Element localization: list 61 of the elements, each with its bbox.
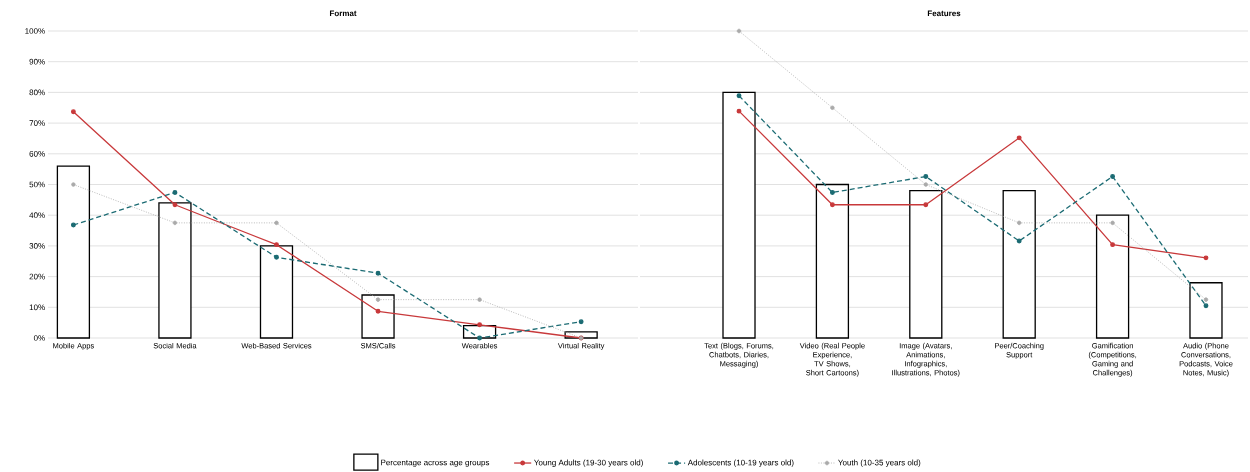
- y-tick-label: 60%: [29, 150, 45, 157]
- point: [477, 322, 483, 328]
- point: [1203, 297, 1209, 302]
- point: [1016, 135, 1022, 141]
- y-tick-label: 80%: [29, 89, 45, 96]
- point: [70, 222, 76, 228]
- legend-label: Adolescents (10-19 years old): [687, 459, 794, 467]
- point: [829, 202, 835, 208]
- point: [1110, 220, 1115, 226]
- bar: [909, 189, 943, 339]
- point: [923, 174, 929, 179]
- legend-label: Young Adults (19-30 years old): [534, 459, 643, 467]
- point: [1203, 303, 1209, 309]
- point: [477, 335, 483, 341]
- point: [274, 242, 279, 248]
- point: [1203, 255, 1209, 261]
- point: [736, 28, 742, 34]
- bar: [1189, 282, 1223, 339]
- y-tick-label: 20%: [29, 273, 45, 280]
- y-tick-label: 100%: [25, 28, 45, 34]
- point: [736, 108, 742, 114]
- point: [923, 182, 928, 187]
- point: [923, 202, 929, 208]
- point: [1016, 220, 1022, 226]
- legend-label: Percentage across age groups: [381, 459, 490, 467]
- bar: [1095, 214, 1130, 339]
- point: [71, 182, 76, 187]
- point: [1016, 238, 1022, 244]
- point: [274, 254, 279, 260]
- chart-title: Features: [927, 10, 961, 17]
- bar: [158, 202, 192, 339]
- y-tick-label: 50%: [29, 181, 45, 188]
- bar: [259, 245, 294, 339]
- bar: [1002, 189, 1036, 339]
- legend-label: Youth (10-35 years old): [838, 459, 921, 467]
- point: [375, 308, 381, 314]
- y-tick-label: 30%: [29, 243, 45, 249]
- y-tick-label: 70%: [29, 120, 45, 126]
- point: [830, 105, 835, 110]
- point: [274, 220, 279, 226]
- y-tick-label: 0%: [33, 335, 45, 341]
- point: [1110, 242, 1116, 248]
- chart-title: Format: [329, 10, 357, 17]
- bar: [361, 294, 395, 339]
- point: [736, 93, 742, 99]
- point: [172, 202, 178, 208]
- point: [172, 220, 178, 226]
- point: [375, 297, 381, 302]
- point: [829, 190, 835, 195]
- point: [70, 109, 76, 115]
- bar: [56, 165, 91, 339]
- point: [578, 319, 584, 325]
- point: [172, 190, 178, 195]
- y-tick-label: 40%: [29, 212, 45, 219]
- point: [375, 270, 381, 276]
- bar: [722, 91, 756, 339]
- bar: [815, 183, 850, 339]
- y-tick-label: 10%: [29, 304, 45, 311]
- point: [477, 297, 482, 302]
- point: [1110, 174, 1116, 179]
- y-tick-label: 90%: [29, 58, 45, 65]
